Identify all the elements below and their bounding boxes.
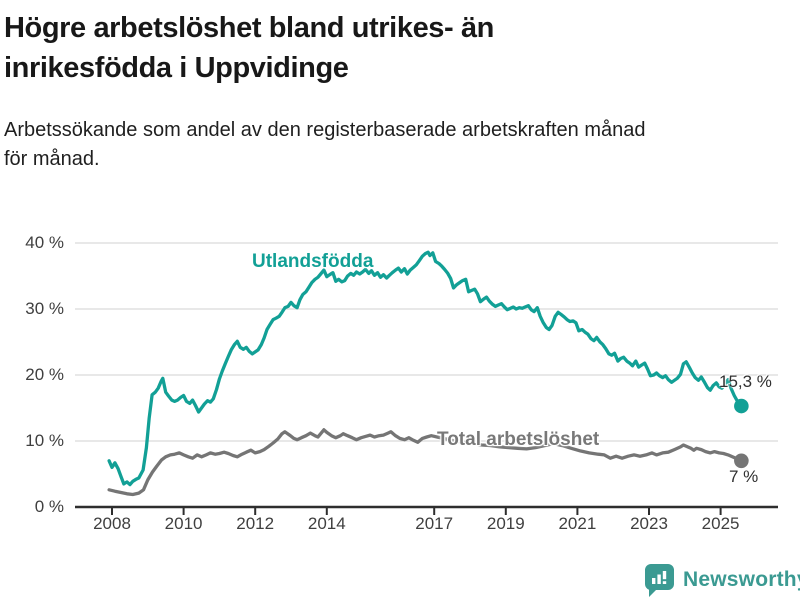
chart-subtitle: Arbetssökande som andel av den registerb…	[4, 116, 796, 174]
brand-name: Newsworthy	[683, 568, 800, 591]
x-axis-tick-label: 2025	[701, 514, 740, 533]
x-axis-tick-label: 2023	[630, 514, 668, 533]
y-axis-tick-label: 0 %	[34, 497, 64, 516]
series-end-dot	[734, 453, 749, 469]
page-title: Högre arbetslöshet bland utrikes- än inr…	[4, 8, 724, 88]
series-line-utlandsf-dda	[107, 250, 744, 487]
subtitle-line-2: för månad.	[4, 148, 100, 170]
y-axis-tick-label: 10 %	[25, 431, 64, 450]
bar-chart-speech-bubble-icon	[645, 563, 674, 597]
series-label-utlandsfodda: Utlandsfödda	[252, 251, 374, 272]
y-axis-tick-label: 20 %	[25, 365, 64, 384]
x-axis-tick-label: 2021	[558, 514, 597, 533]
y-axis-tick-label: 40 %	[25, 233, 64, 252]
end-value-label-utlandsfodda: 15,3 %	[719, 372, 772, 391]
y-axis-tick-label: 30 %	[25, 299, 64, 318]
x-axis-tick-label: 2010	[164, 514, 203, 533]
title-line-1: Högre arbetslöshet bland utrikes- än	[4, 12, 494, 44]
title-line-2: inrikesfödda i Uppvidinge	[4, 52, 349, 84]
series-line-total-arbetsl-shet	[107, 428, 744, 497]
x-axis-tick-label: 2012	[236, 514, 275, 533]
end-value-label-total: 7 %	[729, 467, 759, 486]
subtitle-line-1: Arbetssökande som andel av den registerb…	[4, 119, 646, 141]
newsworthy-brand: Newsworthy	[645, 563, 800, 597]
x-axis-tick-label: 2014	[307, 514, 346, 533]
x-axis-tick-label: 2017	[415, 514, 454, 533]
series-label-total-arbetsloshet: Total arbetslöshet	[437, 429, 600, 450]
x-axis-tick-label: 2019	[486, 514, 525, 533]
series-end-dot	[734, 398, 749, 414]
x-axis-tick-label: 2008	[93, 514, 131, 533]
